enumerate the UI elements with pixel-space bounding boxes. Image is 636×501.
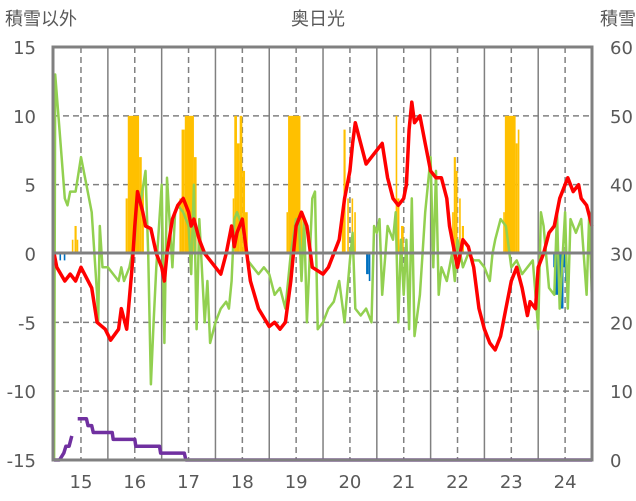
bar-positive xyxy=(453,157,456,254)
bar-positive xyxy=(452,212,454,254)
bar-positive xyxy=(76,239,79,254)
bar-positive xyxy=(127,115,140,254)
x-tick-label: 19 xyxy=(285,472,308,493)
bar-positive xyxy=(300,212,303,254)
y-tick-label-right: 0 xyxy=(610,451,621,472)
chart-title: 奥日光 xyxy=(291,9,345,30)
y-tick-label-left: -10 xyxy=(7,382,36,403)
bar-negative xyxy=(368,253,371,282)
y-tick-label-left: 0 xyxy=(25,245,36,266)
bar-negative xyxy=(63,253,66,261)
right-axis-title: 積雪 xyxy=(600,9,636,30)
series-lines xyxy=(52,73,594,462)
bar-positive xyxy=(515,143,518,254)
bar-positive xyxy=(236,143,240,254)
bar-positive xyxy=(455,170,458,254)
x-tick-label: 21 xyxy=(392,472,415,493)
bar-positive xyxy=(341,212,344,254)
y-tick-label-left: 5 xyxy=(25,176,36,197)
bar-positive xyxy=(504,115,516,254)
x-tick-label: 15 xyxy=(70,472,93,493)
x-tick-label: 16 xyxy=(123,472,146,493)
bar-positive xyxy=(517,129,520,254)
y-tick-label-right: 40 xyxy=(610,176,633,197)
bar-negative xyxy=(563,253,566,268)
y-tick-label-left: -5 xyxy=(18,313,36,334)
series-line-red xyxy=(52,100,594,352)
bar-positive xyxy=(239,115,243,254)
x-tick-label: 23 xyxy=(500,472,523,493)
bar-positive xyxy=(234,115,237,254)
bar-positive xyxy=(503,212,505,254)
left-axis-title: 積雪以外 xyxy=(5,9,77,30)
bar-positive xyxy=(179,198,182,254)
x-tick-label: 20 xyxy=(338,472,361,493)
x-tick-label: 24 xyxy=(554,472,577,493)
bar-positive xyxy=(125,198,128,254)
series-line-purple xyxy=(77,416,592,462)
bar-positive xyxy=(74,225,77,254)
bar-negative xyxy=(366,253,369,275)
series-line-purple xyxy=(54,435,74,462)
bar-positive xyxy=(397,198,400,254)
bar-positive xyxy=(286,212,289,254)
y-tick-label-left: 10 xyxy=(13,107,36,128)
bar-positive xyxy=(181,129,185,254)
y-tick-label-left: -15 xyxy=(7,451,36,472)
bar-negative xyxy=(555,253,559,295)
bar-positive xyxy=(242,170,246,254)
x-tick-label: 18 xyxy=(231,472,254,493)
bar-positive xyxy=(245,212,248,254)
bar-positive xyxy=(184,115,194,254)
y-tick-label-right: 20 xyxy=(610,313,633,334)
y-tick-label-right: 30 xyxy=(610,245,633,266)
bar-positive xyxy=(351,198,354,254)
y-tick-label-right: 60 xyxy=(610,38,633,59)
bar-positive xyxy=(71,239,74,254)
bar-positive xyxy=(401,225,404,254)
bar-positive xyxy=(347,198,349,254)
y-tick-label-right: 50 xyxy=(610,107,633,128)
y-tick-label-left: 15 xyxy=(13,38,36,59)
bar-positive xyxy=(354,212,356,254)
x-tick-label: 17 xyxy=(177,472,200,493)
bar-positive xyxy=(395,115,398,254)
x-tick-label: 22 xyxy=(446,472,469,493)
bar-negative xyxy=(59,253,62,261)
y-tick-label-right: 10 xyxy=(610,382,633,403)
tick-labels: 15 16 17 18 19 20 21 22 23 24151050-5-10-15605040… xyxy=(7,38,633,493)
bar-positive xyxy=(459,198,461,254)
